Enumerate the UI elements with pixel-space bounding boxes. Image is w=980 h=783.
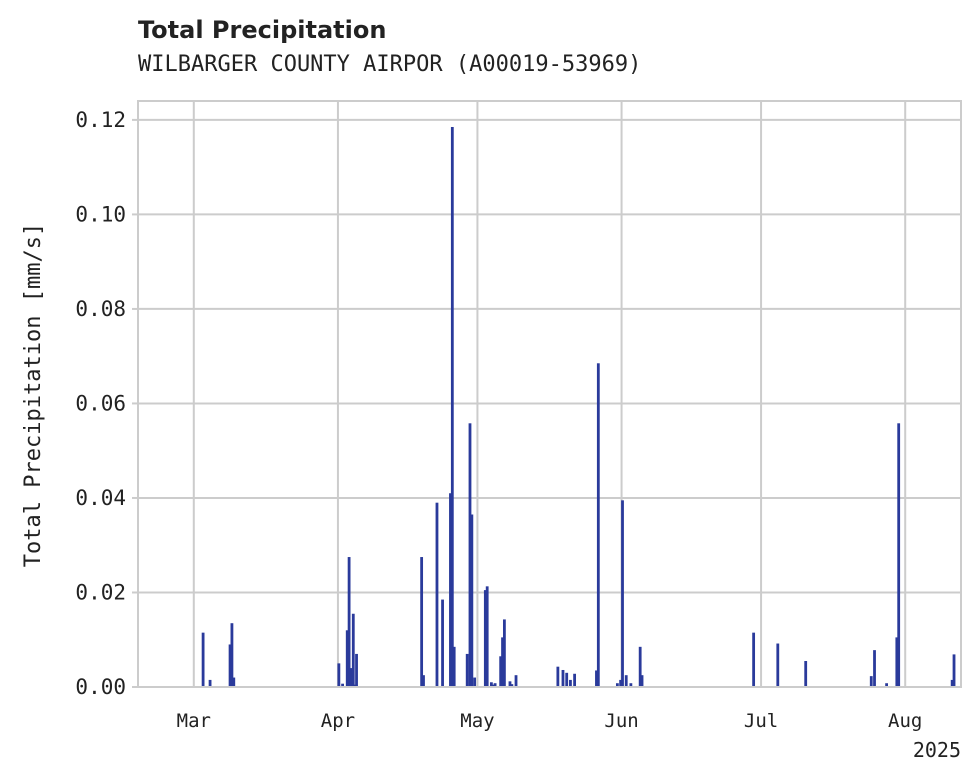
precipitation-bar (619, 679, 623, 687)
precipitation-bar (441, 599, 444, 687)
precipitation-bar (422, 675, 425, 687)
axis-ticks: 0.00 0.02 0.04 0.06 0.08 0.10 0.12 Mar Apr May Jun… (75, 108, 922, 732)
precipitation-bar (491, 684, 495, 687)
y-axis-label: Total Precipitation [mm/s] (21, 223, 46, 567)
x-tick-label: Mar (177, 710, 211, 732)
y-tick-label: 0.00 (75, 675, 126, 699)
precipitation-bar (489, 682, 493, 687)
precipitation-bar (615, 683, 619, 687)
precipitation-bar (873, 650, 876, 687)
precipitation-bar (621, 500, 624, 687)
precipitation-bar (341, 683, 344, 687)
grid-lines (138, 101, 961, 688)
precipitation-bar (228, 644, 232, 687)
precipitation-bar (201, 632, 205, 687)
precipitation-bar (573, 673, 577, 687)
precipitation-bar (470, 514, 474, 687)
precipitation-bar (351, 613, 355, 687)
precipitation-bar (501, 637, 504, 687)
precipitation-bar (895, 637, 899, 687)
precipitation-bar (465, 653, 469, 687)
precipitation-bar (349, 668, 353, 687)
precipitation-bar (510, 684, 514, 687)
x-tick-label: May (460, 710, 494, 732)
precipitation-bar (624, 675, 628, 687)
precipitation-bar (950, 679, 954, 687)
y-tick-label: 0.04 (75, 486, 126, 510)
x-tick-label: Aug (888, 710, 922, 732)
precipitation-bar (485, 586, 489, 687)
precipitation-bar (897, 423, 901, 687)
precipitation-bar (569, 679, 572, 687)
precipitation-bar (473, 677, 477, 687)
precipitation-bar (638, 646, 642, 687)
x-tick-label: Jul (744, 710, 778, 732)
precipitation-bar (483, 590, 487, 687)
y-tick-label: 0.06 (75, 391, 126, 415)
precipitation-bar (556, 666, 560, 687)
precipitation-bar (514, 675, 518, 687)
chart-title: Total Precipitation (138, 16, 387, 44)
precipitation-bar (869, 676, 873, 687)
precipitation-bar (435, 502, 439, 687)
chart-subtitle: WILBARGER COUNTY AIRPOR (A00019-53969) (138, 52, 642, 77)
precipitation-bar (640, 675, 644, 687)
precipitation-bar (752, 632, 756, 687)
precipitation-bar (776, 643, 780, 687)
precipitation-bar (337, 663, 341, 687)
precipitation-bar (885, 683, 889, 687)
precipitation-bar (502, 619, 506, 687)
y-tick-label: 0.08 (75, 297, 126, 321)
y-tick-label: 0.12 (75, 108, 126, 132)
precipitation-bar (355, 653, 358, 687)
precipitation-bar (804, 661, 808, 687)
precipitation-bar (230, 623, 234, 687)
x-tick-label: Jun (604, 710, 638, 732)
precipitation-bar (565, 672, 569, 687)
precipitation-bar (450, 126, 454, 687)
precipitation-bar (596, 363, 600, 687)
precipitation-bar (952, 654, 956, 687)
precipitation-bar (345, 630, 349, 687)
x-axis-year-label: 2025 (913, 738, 961, 762)
precipitation-bar (468, 423, 472, 687)
y-tick-label: 0.02 (75, 580, 126, 604)
precipitation-bar (629, 683, 633, 687)
plot-frame (137, 100, 962, 688)
precipitation-bar (508, 681, 512, 687)
precipitation-bar (208, 679, 212, 687)
precipitation-bar (449, 493, 452, 687)
precipitation-bar (493, 683, 497, 687)
x-tick-label: Apr (321, 710, 355, 732)
precipitation-bar (561, 669, 565, 687)
precipitation-bar (452, 646, 456, 687)
precipitation-bar (595, 670, 598, 687)
precipitation-bar (499, 656, 503, 687)
precipitation-bar (420, 557, 424, 687)
y-tick-label: 0.10 (75, 202, 126, 226)
precipitation-bars (201, 126, 956, 687)
precipitation-bar (232, 677, 236, 687)
precipitation-bar (353, 684, 357, 687)
precipitation-bar (347, 557, 351, 687)
